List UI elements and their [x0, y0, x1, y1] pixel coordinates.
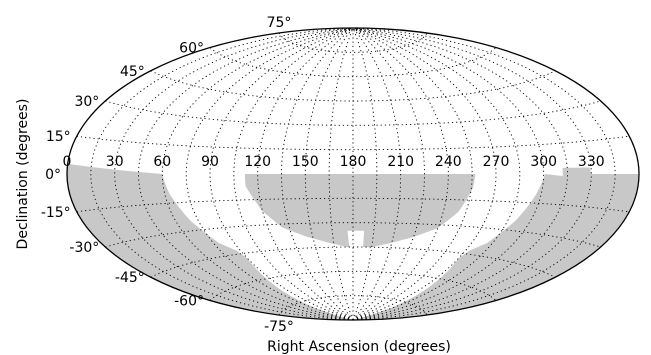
y-tick-label: 45°	[120, 64, 145, 80]
meridian-15	[90, 27, 354, 321]
x-tick-label: 180	[340, 154, 367, 170]
x-tick-labels: 0 30 60 90 120 150 180 210 240 270 300 330	[63, 154, 605, 170]
y-tick-label: -15°	[41, 205, 71, 221]
x-tick-label: 0	[63, 154, 72, 170]
x-tick-label: 60	[153, 154, 171, 170]
coverage-region-1	[67, 163, 639, 320]
y-tick-label: -60°	[174, 293, 204, 309]
x-tick-label: 330	[578, 154, 605, 170]
meridian-105	[233, 27, 354, 321]
meridian-195	[352, 27, 378, 321]
x-tick-label: 120	[244, 154, 271, 170]
meridian-210	[352, 27, 402, 321]
y-tick-label: 60°	[179, 41, 204, 57]
parallel--15	[76, 197, 630, 213]
x-tick-label: 210	[387, 154, 414, 170]
meridian-165	[328, 27, 354, 321]
y-tick-labels: 75° 60° 45° 30° 15° 0° -15° -30° -45° -60° -75°	[41, 15, 294, 335]
projection-outline	[66, 27, 640, 321]
graticule-layer	[76, 27, 630, 321]
y-tick-label: 30°	[74, 94, 99, 110]
y-tick-label: 75°	[267, 15, 292, 31]
parallel--75	[278, 295, 428, 316]
y-tick-label: 15°	[46, 129, 71, 145]
parallel-30	[105, 100, 601, 126]
x-tick-label: 90	[201, 154, 219, 170]
y-tick-label: -75°	[264, 319, 294, 335]
x-tick-label: 240	[435, 154, 462, 170]
outline-layer	[66, 27, 640, 321]
parallel-15	[76, 135, 630, 151]
parallel--45	[150, 246, 556, 278]
y-tick-label: 0°	[45, 167, 61, 183]
y-tick-label: -45°	[115, 270, 145, 286]
meridian-60	[161, 27, 354, 321]
x-axis-label: Right Ascension (degrees)	[267, 339, 451, 355]
meridian-300	[352, 27, 545, 321]
parallel--30	[105, 222, 601, 248]
meridian-135	[281, 27, 354, 321]
meridian-150	[304, 27, 354, 321]
y-axis-label: Declination (degrees)	[15, 99, 31, 250]
parallel-60	[209, 47, 497, 78]
meridian-225	[352, 27, 425, 321]
y-tick-label: -30°	[69, 240, 99, 256]
coverage-region-2	[244, 174, 476, 248]
x-tick-label: 150	[292, 154, 319, 170]
coverage-layer	[67, 163, 639, 320]
parallel-75	[278, 32, 428, 53]
x-tick-label: 30	[106, 154, 124, 170]
x-tick-label: 300	[530, 154, 557, 170]
x-tick-label: 270	[483, 154, 510, 170]
meridian-255	[352, 27, 473, 321]
meridian-345	[352, 27, 616, 321]
